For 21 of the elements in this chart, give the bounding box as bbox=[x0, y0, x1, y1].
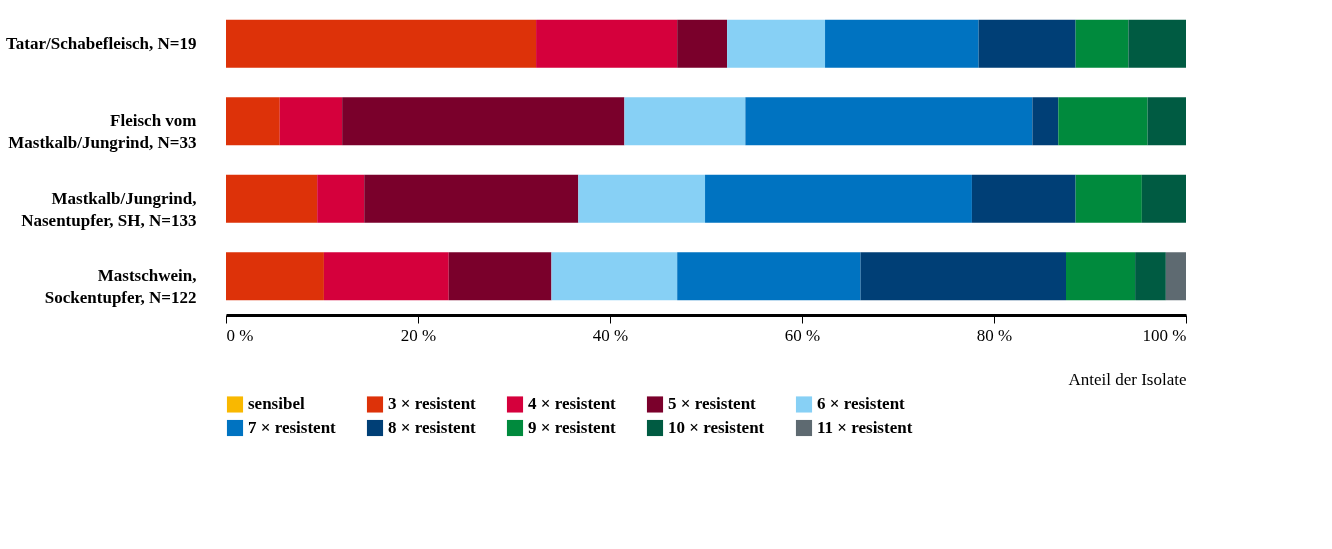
legend-label: sensibel bbox=[248, 394, 305, 414]
legend-label: 11 × resistent bbox=[817, 418, 913, 437]
legend-label: 3 × resistent bbox=[388, 394, 477, 414]
x-tick-label: 0 % bbox=[226, 325, 254, 345]
x-axis-title: Anteil der Isolate bbox=[1068, 369, 1187, 389]
legend-label: 7 × resistent bbox=[248, 418, 337, 437]
legend-label: 5 × resistent bbox=[668, 394, 757, 414]
y-tick-label: Mastkalb/Jungrind, Nasentupfer, SH, N=133 bbox=[21, 188, 197, 230]
x-tick-label: 60 % bbox=[784, 325, 821, 345]
x-tick-label: 40 % bbox=[592, 325, 629, 345]
legend-label: 10 × resistent bbox=[668, 418, 765, 437]
y-tick-label: Mastschwein, Sockentupfer, N=122 bbox=[44, 266, 197, 308]
x-tick-label: 100 % bbox=[1142, 325, 1187, 345]
legend-label: 6 × resistent bbox=[817, 394, 906, 414]
x-tick-label: 80 % bbox=[976, 325, 1013, 345]
legend-label: 8 × resistent bbox=[388, 418, 477, 437]
legend-label: 4 × resistent bbox=[528, 394, 617, 414]
y-tick-label: Fleisch vom Mastkalb/Jungrind, N=33 bbox=[8, 111, 197, 153]
x-tick-label: 20 % bbox=[400, 325, 437, 345]
y-tick-label: Tatar/Schabefleisch, N=19 bbox=[6, 33, 197, 53]
legend-label: 9 × resistent bbox=[528, 418, 617, 437]
